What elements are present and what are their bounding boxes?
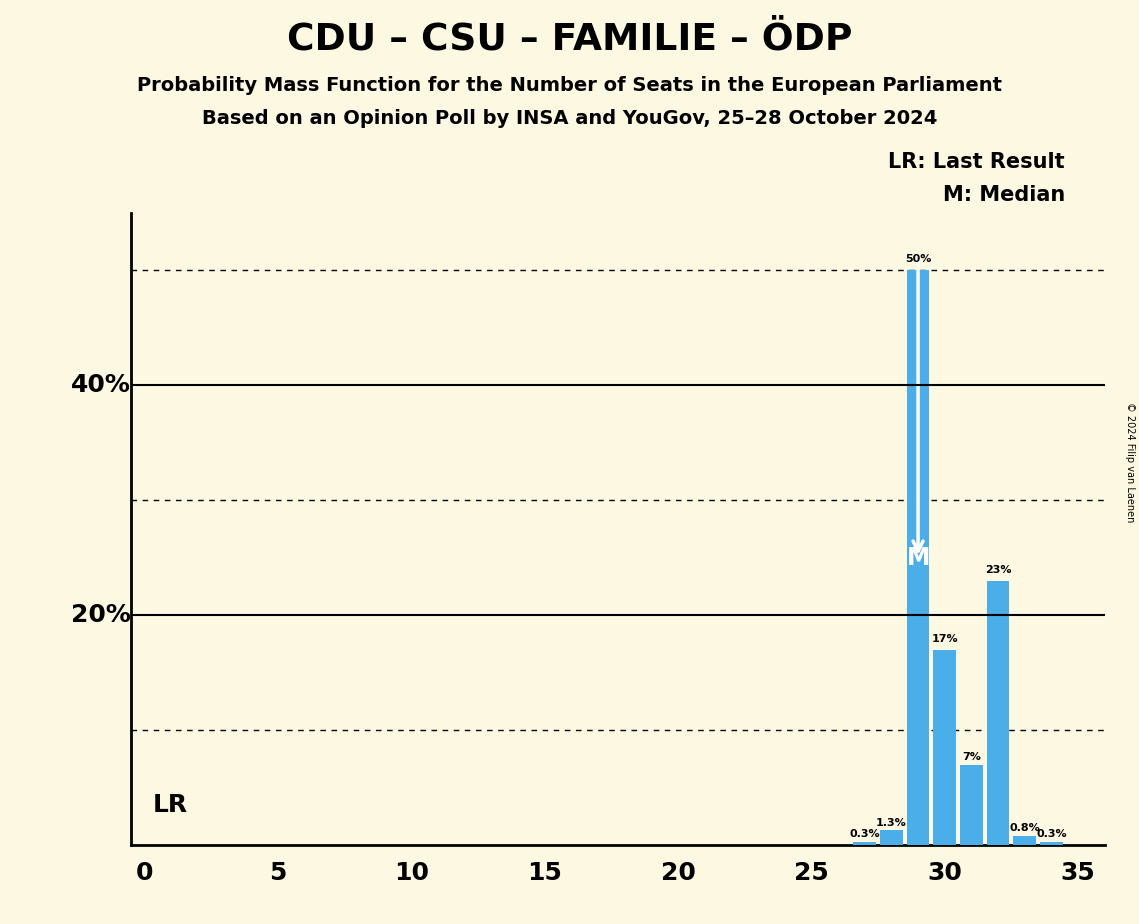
Text: 0.8%: 0.8% <box>1009 823 1040 833</box>
Text: 17%: 17% <box>932 634 958 644</box>
Bar <box>960 765 983 845</box>
Text: LR: Last Result: LR: Last Result <box>888 152 1065 173</box>
Text: M: Median: M: Median <box>943 185 1065 205</box>
Text: Probability Mass Function for the Number of Seats in the European Parliament: Probability Mass Function for the Number… <box>137 76 1002 95</box>
Text: 50%: 50% <box>904 254 932 264</box>
Bar <box>1040 842 1063 845</box>
Bar <box>986 581 1009 845</box>
Text: 40%: 40% <box>71 373 131 397</box>
Text: CDU – CSU – FAMILIE – ÖDP: CDU – CSU – FAMILIE – ÖDP <box>287 21 852 57</box>
Text: 7%: 7% <box>962 752 981 762</box>
Text: 0.3%: 0.3% <box>1036 829 1067 839</box>
Text: © 2024 Filip van Laenen: © 2024 Filip van Laenen <box>1125 402 1134 522</box>
Text: LR: LR <box>153 793 188 817</box>
Text: 20%: 20% <box>71 603 131 627</box>
Text: 0.3%: 0.3% <box>850 829 880 839</box>
Text: 23%: 23% <box>985 565 1011 575</box>
Bar <box>853 842 876 845</box>
Bar <box>1014 836 1036 845</box>
Bar <box>880 831 903 845</box>
Text: Based on an Opinion Poll by INSA and YouGov, 25–28 October 2024: Based on an Opinion Poll by INSA and You… <box>202 109 937 128</box>
Text: M: M <box>907 546 929 570</box>
Bar <box>907 270 929 845</box>
Text: 1.3%: 1.3% <box>876 818 907 828</box>
Bar <box>933 650 956 845</box>
